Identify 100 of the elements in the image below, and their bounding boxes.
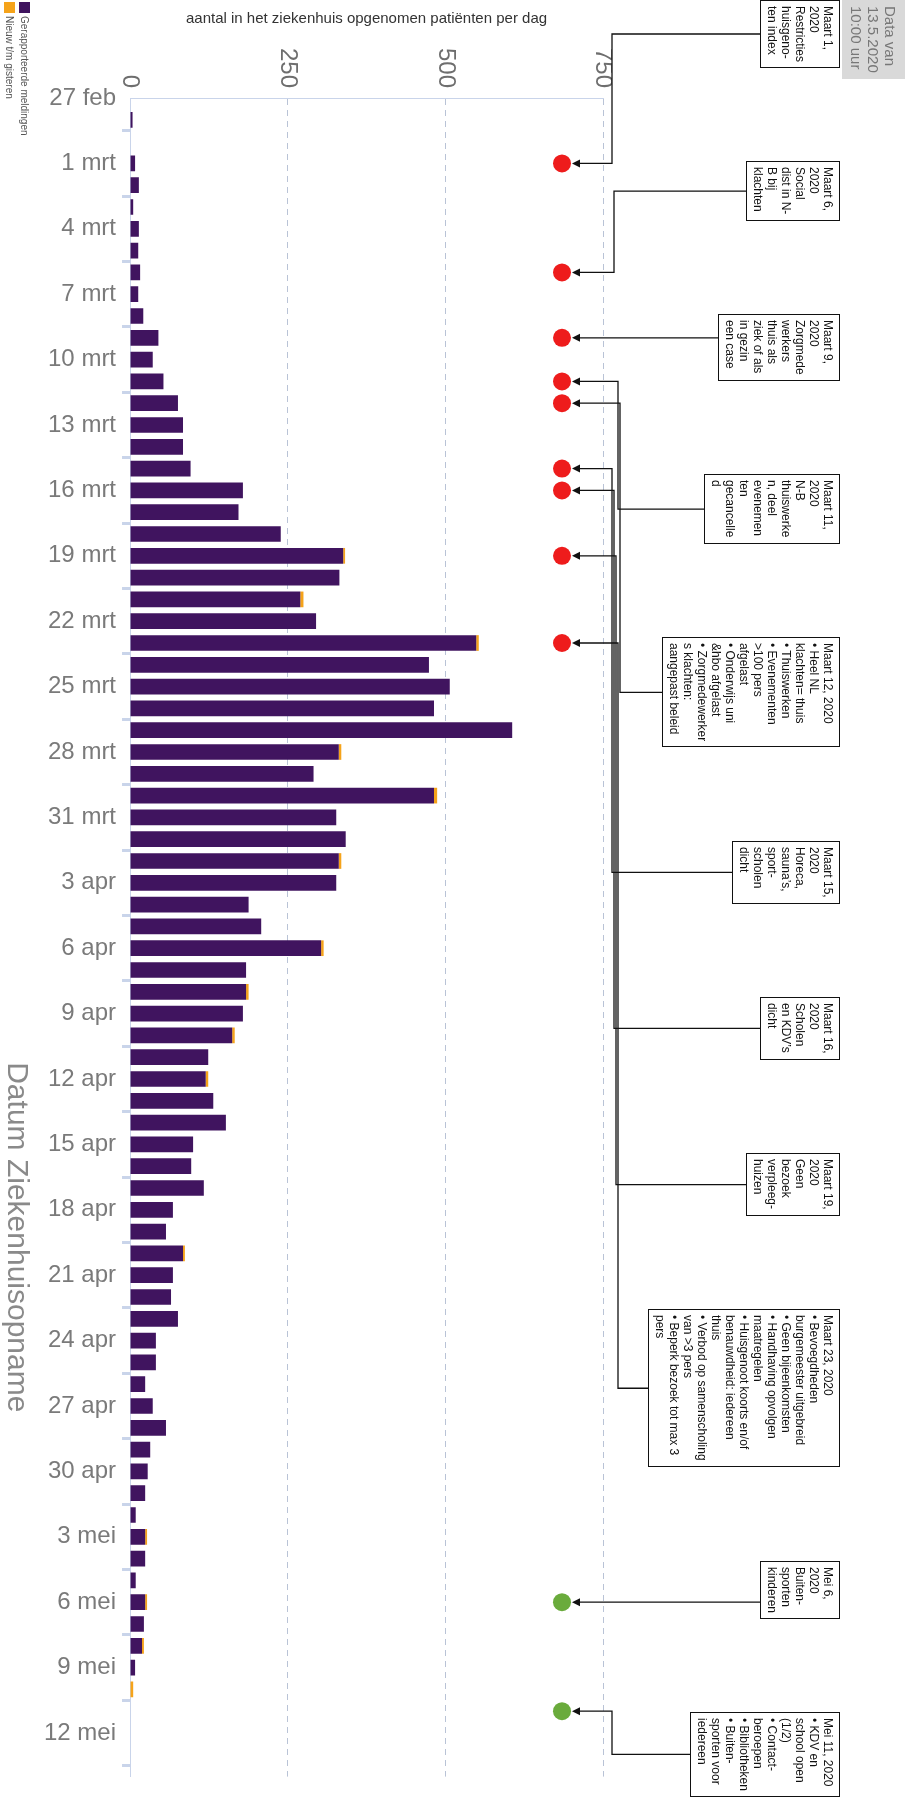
bar [130, 220, 139, 237]
text: Maart 6, 2020 Social dist in N- B bij klachten [746, 161, 840, 221]
x-tick-label: 500 [433, 47, 461, 88]
bar [130, 1550, 146, 1567]
bar [130, 831, 346, 848]
y-tick-label: 9 mei [57, 1652, 117, 1680]
y-tick-label: 15 apr [47, 1129, 117, 1157]
bar [130, 1507, 136, 1523]
bar [130, 962, 247, 978]
bar [130, 613, 317, 630]
bar [130, 1136, 194, 1153]
y-tick-label: 3 mei [57, 1521, 117, 1549]
bar [130, 1441, 151, 1458]
bar [130, 1005, 243, 1022]
legend-label: Nieuw t/m gisteren [4, 16, 15, 99]
text: Maart 15, 2020 Horeca, sauna’s, sport- scholen dicht [732, 840, 840, 904]
y-tick-label: 13 mrt [48, 409, 117, 437]
bar [130, 482, 243, 499]
bar [130, 1092, 214, 1109]
bar [130, 1114, 226, 1131]
bar [130, 1289, 172, 1305]
bar [130, 983, 247, 1000]
bar [130, 417, 184, 433]
bar [130, 656, 429, 673]
bar [130, 1528, 146, 1545]
bar [300, 591, 304, 608]
text: Maart 12, 2020 • Heel NL klachten= thuis • Thuiswerken • Evenementen >100 pers afgelast • Onderwijs uni &hbo afgelast • Zorgmedewerker s klachten: aangepast beleid [667, 643, 835, 742]
bar [130, 765, 314, 782]
bar [130, 460, 191, 477]
bar [130, 1223, 166, 1240]
x-axis-title: aantal in het ziekenhuis opgenomen patiënten per dag [185, 9, 548, 27]
text: Data van 13.5.2020 10:00 uur [842, 0, 905, 79]
bar [130, 1616, 144, 1632]
y-tick-label: 3 apr [61, 867, 117, 895]
bar [130, 1354, 156, 1371]
bar [130, 438, 184, 455]
y-tick-label: 19 mrt [48, 540, 117, 568]
bar [130, 591, 301, 608]
bar [476, 635, 479, 651]
bar [130, 1201, 173, 1218]
bar [130, 1245, 184, 1262]
y-tick-label: 16 mrt [48, 475, 117, 503]
y-tick-label: 6 apr [61, 932, 117, 960]
y-tick-label: 30 apr [47, 1456, 117, 1484]
y-tick-label: 6 mei [57, 1586, 117, 1614]
bar [130, 526, 281, 542]
bar [130, 1485, 146, 1502]
bar [130, 853, 339, 869]
bar [130, 700, 434, 717]
y-tick-label: 21 apr [47, 1259, 117, 1287]
y-tick-label: 9 apr [61, 998, 117, 1026]
y-tick-label: 31 mrt [48, 802, 117, 830]
bar [130, 1419, 166, 1436]
bar [130, 547, 344, 564]
x-tick-label: 0 [118, 74, 146, 88]
bar [130, 351, 153, 368]
bar [130, 504, 239, 521]
bar [130, 1310, 178, 1327]
y-tick-label: 27 feb [49, 82, 117, 110]
bar [130, 787, 434, 804]
bar [130, 111, 133, 128]
bar [321, 940, 324, 957]
bar [130, 1027, 233, 1044]
bar [130, 1049, 209, 1066]
text: Maart 1, 2020 Restricties huisgeno- ten index [760, 0, 840, 69]
text: Maart 11, 2020 N-B thuiswerke n, deel evenemen ten gecancelle d [709, 480, 835, 538]
text: Maart 23, 2020 • Bevoegdheden burgemeester uitgebreid • Geen bijeenkomsten • Handhaving opvolgen maatregelen • Huisgenoot koorts en/of benauwdheid: iedereen thuis • Verbod op samenscholing van >3 pers • Beperk bezoek tot max 3 pers [653, 1315, 835, 1462]
bar [130, 940, 322, 957]
text: Mei 11, 2020 • KDV en school open (1/2) • Contact- beroepen • Bibliotheken • Buiten- sporten voor iedereen [695, 1717, 835, 1791]
y-tick-label: 1 mrt [61, 148, 117, 176]
bar [130, 569, 340, 586]
y-tick-label: 25 mrt [48, 671, 117, 699]
bar [130, 1463, 148, 1480]
bar [130, 918, 262, 935]
bar [130, 1332, 156, 1349]
y-tick-label: 4 mrt [61, 213, 117, 241]
bar [130, 395, 178, 412]
text: Maart 9, 2020 Zorgmede werkers thuis als ziek of als in gezin een case [718, 314, 840, 381]
bar [130, 744, 339, 760]
bar [130, 678, 450, 695]
bar [130, 1572, 136, 1589]
text: Mei 6, 2020 Buiten- sporten kinderen [760, 1560, 840, 1619]
bar [130, 896, 249, 913]
bar [130, 1376, 146, 1393]
y-tick-label: 28 mrt [48, 736, 117, 764]
bar [130, 177, 139, 194]
bar [130, 1398, 153, 1414]
bar [130, 286, 139, 303]
bar [130, 874, 337, 891]
y-tick-label: 18 apr [47, 1194, 117, 1222]
bar [246, 983, 249, 1000]
bar [130, 722, 513, 739]
bar [130, 1180, 204, 1196]
bar [433, 787, 438, 804]
bar [130, 809, 337, 826]
bar [130, 1267, 173, 1284]
y-tick-label: 24 apr [47, 1325, 117, 1353]
bar [232, 1027, 235, 1044]
bar [130, 308, 144, 324]
y-tick-label: 7 mrt [61, 278, 117, 306]
